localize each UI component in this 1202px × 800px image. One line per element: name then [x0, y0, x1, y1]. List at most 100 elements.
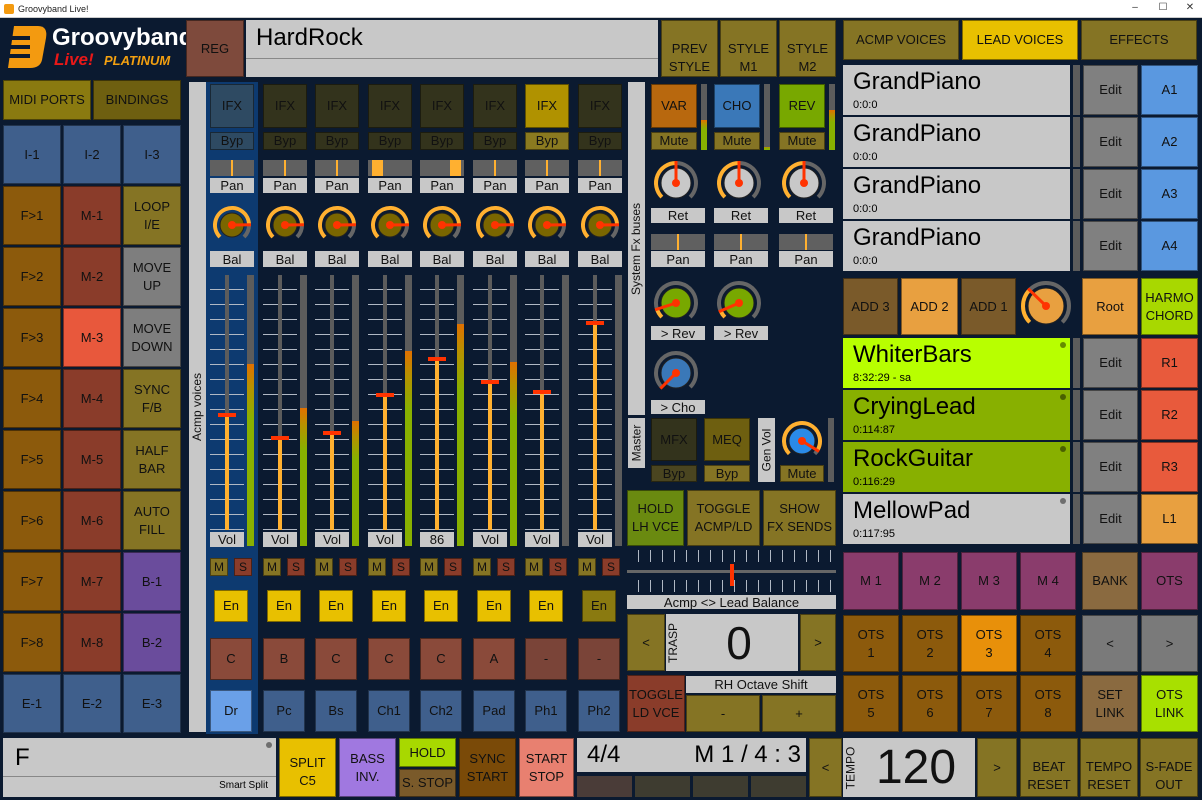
part-button[interactable]: C: [210, 638, 252, 680]
tempo-reset-button[interactable]: TEMPO RESET: [1080, 738, 1138, 797]
enable-button[interactable]: En: [477, 590, 511, 622]
beat-reset-button[interactable]: BEAT RESET: [1020, 738, 1078, 797]
balance-knob[interactable]: [422, 205, 462, 245]
enable-button[interactable]: En: [372, 590, 406, 622]
transpose-down-button[interactable]: <: [627, 614, 665, 671]
acmp-lead-balance-slider[interactable]: [627, 550, 836, 592]
maximize-button[interactable]: ☐: [1158, 2, 1168, 13]
bypass-button[interactable]: Byp: [420, 132, 464, 150]
fx-bus-var-button[interactable]: VAR: [651, 84, 697, 128]
grid-button-f-7[interactable]: F>7: [3, 552, 61, 611]
solo-button[interactable]: S: [497, 558, 515, 576]
grid-button-f-1[interactable]: F>1: [3, 186, 61, 245]
channel-name-button[interactable]: Bs: [315, 690, 357, 732]
ifx-button[interactable]: IFX: [315, 84, 359, 128]
tab-effects[interactable]: EFFECTS: [1081, 20, 1197, 60]
acmp-slot-button[interactable]: A4: [1141, 221, 1198, 271]
tab-lead-voices[interactable]: LEAD VOICES: [962, 20, 1078, 60]
ots-button[interactable]: OTS 4: [1020, 615, 1076, 672]
grid-button-f-3[interactable]: F>3: [3, 308, 61, 367]
mfx-button[interactable]: MFX: [651, 418, 697, 461]
fader-handle[interactable]: [428, 357, 446, 361]
tab-acmp-voices[interactable]: ACMP VOICES: [843, 20, 959, 60]
hold-lh-voice-button[interactable]: HOLD LH VCE: [627, 490, 684, 546]
grid-button-e-2[interactable]: E-2: [63, 674, 121, 733]
channel-name-button[interactable]: Ph2: [578, 690, 620, 732]
harmony-level-knob[interactable]: [1020, 280, 1072, 332]
close-button[interactable]: ✕: [1185, 2, 1195, 13]
acmp-slot-button[interactable]: A3: [1141, 169, 1198, 219]
pan-slider[interactable]: [473, 160, 517, 176]
bypass-button[interactable]: Byp: [210, 132, 254, 150]
grid-button-m-8[interactable]: M-8: [63, 613, 121, 672]
ots-next-button[interactable]: >: [1141, 615, 1198, 672]
edit-button[interactable]: Edit: [1083, 338, 1138, 388]
ots-button[interactable]: OTS 7: [961, 675, 1017, 732]
memory-button[interactable]: M 3: [961, 552, 1017, 610]
volume-fader[interactable]: [525, 275, 559, 530]
grid-button-i-3[interactable]: I-3: [123, 125, 181, 184]
ifx-button[interactable]: IFX: [578, 84, 622, 128]
grid-button-f-5[interactable]: F>5: [3, 430, 61, 489]
fader-handle[interactable]: [271, 436, 289, 440]
set-link-button[interactable]: SET LINK: [1082, 675, 1138, 732]
pan-slider[interactable]: [420, 160, 464, 176]
show-fx-sends-button[interactable]: SHOW FX SENDS: [763, 490, 836, 546]
send-to-reverb-knob[interactable]: [653, 280, 699, 326]
pan-slider[interactable]: [368, 160, 412, 176]
fader-handle[interactable]: [218, 413, 236, 417]
acmp-voice-slot[interactable]: GrandPiano 0:0:0: [843, 117, 1070, 167]
fader-handle[interactable]: [586, 321, 604, 325]
ots-button[interactable]: OTS 5: [843, 675, 899, 732]
mute-button[interactable]: M: [525, 558, 543, 576]
volume-fader[interactable]: [473, 275, 507, 530]
part-button[interactable]: C: [315, 638, 357, 680]
midi-ports-button[interactable]: MIDI PORTS: [3, 80, 91, 120]
memory-button[interactable]: M 2: [902, 552, 958, 610]
rh-octave-minus-button[interactable]: -: [686, 695, 760, 732]
ots-button[interactable]: OTS 6: [902, 675, 958, 732]
grid-button-m-4[interactable]: M-4: [63, 369, 121, 428]
balance-knob[interactable]: [265, 205, 305, 245]
fx-bus-mute-button[interactable]: Mute: [651, 132, 697, 150]
grid-button-move-down[interactable]: MOVE DOWN: [123, 308, 181, 367]
grid-button-m-1[interactable]: M-1: [63, 186, 121, 245]
grid-button-move-up[interactable]: MOVE UP: [123, 247, 181, 306]
channel-name-button[interactable]: Pc: [263, 690, 305, 732]
grid-button-f-6[interactable]: F>6: [3, 491, 61, 550]
enable-button[interactable]: En: [424, 590, 458, 622]
acmp-slot-button[interactable]: A2: [1141, 117, 1198, 167]
edit-button[interactable]: Edit: [1083, 494, 1138, 544]
ots-toggle-button[interactable]: OTS: [1141, 552, 1198, 610]
grid-button-m-3[interactable]: M-3: [63, 308, 121, 367]
lead-voice-slot[interactable]: CryingLead 0:114:87: [843, 390, 1070, 440]
part-button[interactable]: C: [420, 638, 462, 680]
volume-fader[interactable]: [368, 275, 402, 530]
reg-button[interactable]: REG: [186, 20, 244, 77]
channel-name-button[interactable]: Ch2: [420, 690, 462, 732]
style-m2-button[interactable]: STYLE M2: [779, 20, 836, 77]
meq-bypass-button[interactable]: Byp: [704, 465, 750, 482]
enable-button[interactable]: En: [529, 590, 563, 622]
lead-voice-slot[interactable]: MellowPad 0:117:95: [843, 494, 1070, 544]
fx-bus-rev-button[interactable]: REV: [779, 84, 825, 128]
pan-slider[interactable]: [525, 160, 569, 176]
toggle-acmp-ld-button[interactable]: TOGGLE ACMP/LD: [687, 490, 760, 546]
bass-inversion-button[interactable]: BASS INV.: [339, 738, 396, 797]
toggle-ld-voice-button[interactable]: TOGGLE LD VCE: [627, 675, 685, 732]
minimize-button[interactable]: –: [1132, 2, 1138, 13]
fx-pan-slider[interactable]: [651, 234, 705, 250]
edit-button[interactable]: Edit: [1083, 390, 1138, 440]
mfx-bypass-button[interactable]: Byp: [651, 465, 697, 482]
balance-knob[interactable]: [527, 205, 567, 245]
part-button[interactable]: C: [368, 638, 410, 680]
enable-button[interactable]: En: [214, 590, 248, 622]
fader-handle[interactable]: [533, 390, 551, 394]
balance-knob[interactable]: [317, 205, 357, 245]
add2-button[interactable]: ADD 2: [901, 278, 958, 335]
volume-fader[interactable]: [315, 275, 349, 530]
grid-button-m-2[interactable]: M-2: [63, 247, 121, 306]
pan-slider[interactable]: [210, 160, 254, 176]
edit-button[interactable]: Edit: [1083, 221, 1138, 271]
grid-button-f-2[interactable]: F>2: [3, 247, 61, 306]
